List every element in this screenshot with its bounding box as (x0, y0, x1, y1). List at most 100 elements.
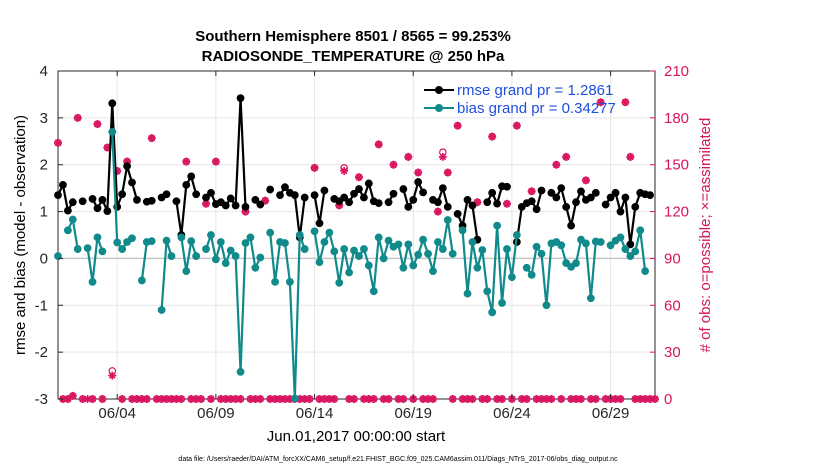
obs-zero-assimilated-marker (532, 395, 541, 403)
bias-point (468, 238, 477, 246)
obs-zero-assimilated-marker (483, 395, 492, 403)
rmse-point (221, 201, 230, 210)
bias-point (88, 277, 97, 286)
bias-point (345, 268, 353, 277)
obs-zero-assimilated-marker (98, 395, 107, 403)
y-right-tick-label: 90 (664, 250, 681, 267)
rmse-point (453, 210, 462, 218)
rmse-point (389, 189, 398, 198)
bias-point (448, 249, 457, 258)
rmse-point (621, 193, 630, 202)
y-right-tick-label: 120 (664, 204, 689, 221)
rmse-point (493, 199, 502, 208)
rmse-point (399, 185, 408, 193)
obs-zero-assimilated-marker (369, 395, 378, 403)
rmse-point (281, 183, 289, 192)
bias-point (350, 246, 358, 255)
bias-line-segment (525, 238, 601, 307)
bias-point (68, 215, 77, 224)
rmse-line-segment (91, 102, 139, 213)
obs-zero-assimilated-marker (428, 395, 437, 403)
rmse-point (360, 193, 368, 202)
rmse-point (88, 195, 97, 203)
rmse-point (567, 221, 576, 230)
rmse-point (147, 196, 156, 205)
bias-point (626, 252, 635, 260)
obs-zero-assimilated-marker (172, 395, 181, 403)
bias-point (63, 226, 72, 235)
bias-point (216, 238, 225, 246)
bias-point (241, 239, 250, 247)
rmse-point (557, 184, 566, 193)
bias-point (128, 234, 136, 243)
obs-zero-assimilated-marker (320, 395, 329, 403)
bias-point (98, 247, 107, 256)
rmse-point (438, 184, 447, 193)
obs-zero-assimilated-marker (636, 395, 645, 403)
bias-point (231, 252, 240, 260)
obs-zero-assimilated-marker (641, 395, 650, 403)
obs-zero-assimilated-marker (547, 395, 556, 403)
bias-point (374, 233, 383, 242)
bias-point (508, 273, 516, 282)
x-tick-label: 06/14 (296, 405, 334, 422)
bias-point (147, 237, 156, 245)
rmse-point (606, 193, 615, 202)
obs-assimilated-marker (438, 152, 447, 161)
obs-assimilated-marker (113, 166, 122, 175)
obs-zero-assimilated-marker (586, 395, 595, 403)
y-tick-label: 1 (40, 204, 48, 221)
rmse-point (98, 195, 107, 204)
rmse-point (59, 180, 67, 189)
obs-zero-assimilated-marker (631, 395, 640, 403)
rmse-point (78, 197, 87, 206)
obs-assimilated-marker (404, 152, 413, 161)
obs-zero-assimilated-marker (197, 395, 206, 403)
y-tick-label: 2 (40, 157, 48, 174)
bias-point (586, 294, 595, 303)
rmse-point (355, 185, 363, 193)
y-tick-label: 0 (40, 250, 48, 267)
rmse-point (256, 200, 265, 209)
obs-assimilated-marker (182, 157, 191, 166)
y-right-tick-label: 30 (664, 344, 681, 361)
rmse-point (468, 201, 477, 210)
bias-point (527, 270, 536, 279)
obs-assimilated-marker (389, 160, 398, 169)
obs-zero-assimilated-marker (246, 395, 255, 403)
bias-line-segment (66, 218, 79, 250)
bias-point (473, 263, 482, 272)
rmse-point (118, 190, 127, 199)
bias-point (137, 276, 146, 285)
obs-assimilated-marker (123, 157, 132, 166)
bias-point (434, 238, 442, 246)
rmse-point (290, 191, 299, 200)
rmse-point (503, 182, 511, 191)
y-axis-label: rmse and bias (model - observation) (12, 115, 29, 355)
obs-zero-assimilated-marker (542, 395, 551, 403)
obs-zero-assimilated-marker (88, 395, 97, 403)
bias-point (438, 245, 447, 253)
bias-point (207, 231, 215, 239)
obs-zero-assimilated-marker (463, 395, 472, 403)
bias-point (167, 252, 176, 260)
rmse-point (276, 191, 284, 200)
bias-point (325, 228, 334, 237)
chart-subtitle: RADIOSONDE_TEMPERATURE @ 250 hPa (202, 48, 505, 65)
obs-zero-assimilated-marker (236, 395, 245, 403)
bias-point (443, 216, 452, 224)
x-tick-label: 06/24 (493, 405, 531, 422)
obs-zero-assimilated-marker (216, 395, 225, 403)
rmse-point (586, 193, 595, 202)
bias-point (271, 277, 279, 286)
rmse-point (207, 188, 215, 197)
rmse-point (537, 186, 546, 195)
bias-point (503, 245, 511, 253)
rmse-point (374, 199, 383, 208)
obs-assimilated-marker (374, 140, 383, 149)
y-tick-label: -2 (35, 344, 48, 361)
obs-zero-assimilated-marker (478, 395, 487, 403)
legend-rmse-label: rmse grand pr = 1.2861 (457, 82, 613, 99)
bias-point (187, 237, 196, 245)
